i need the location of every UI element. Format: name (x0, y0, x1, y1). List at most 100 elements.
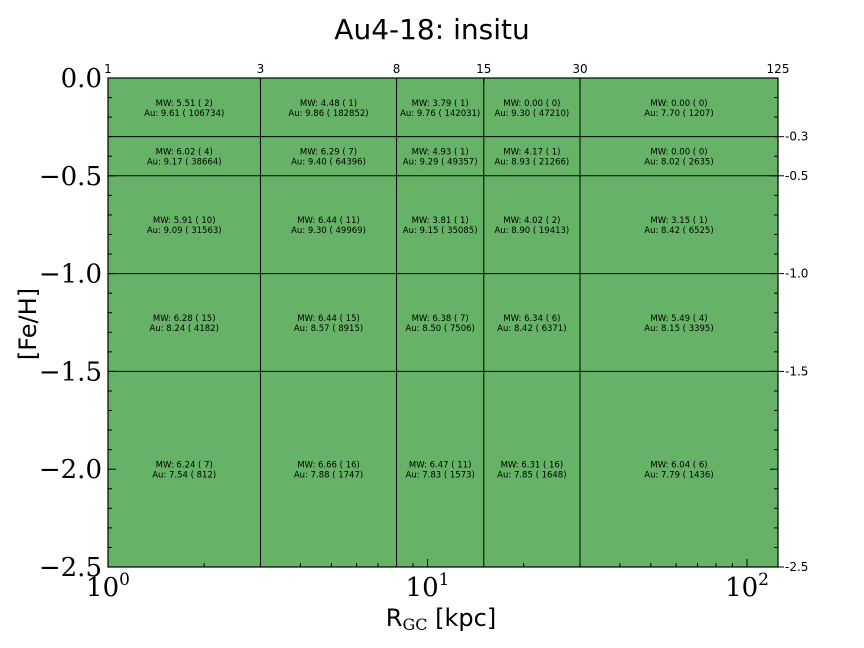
heatmap-cell (396, 78, 484, 137)
y-tick-label: −2.0 (39, 455, 102, 485)
heatmap-cell (260, 273, 397, 372)
cell-au-label: Au: 9.09 ( 31563) (147, 226, 222, 236)
cell-au-label: Au: 8.93 ( 21266) (494, 158, 569, 168)
cell-au-label: Au: 8.50 ( 7506) (405, 324, 474, 334)
heatmap-cell (108, 78, 261, 137)
x-axis-label-main: R (386, 604, 403, 632)
cell-mw-label: MW: 6.66 ( 16) (297, 461, 360, 471)
top-tick-label: 30 (572, 62, 587, 76)
heatmap-cell (483, 78, 580, 137)
heatmap-cell (483, 136, 580, 176)
plot-frame (107, 77, 779, 568)
heatmap-cell (108, 273, 261, 372)
x-tick-base: 10 (725, 573, 758, 603)
cell-au-label: Au: 9.29 ( 49357) (403, 158, 478, 168)
cell-au-label: Au: 7.85 ( 1648) (497, 471, 566, 481)
cell-mw-label: MW: 6.02 ( 4) (156, 148, 213, 158)
heatmap-cell (108, 136, 261, 176)
cell-au-label: Au: 8.42 ( 6371) (497, 324, 566, 334)
heatmap-cell (579, 273, 778, 372)
cell-mw-label: MW: 6.24 ( 7) (156, 461, 213, 471)
cell-mw-label: MW: 5.51 ( 2) (156, 99, 213, 109)
x-tick-label: 101 (406, 570, 450, 603)
y-tick-label: −0.5 (39, 162, 102, 192)
cell-mw-label: MW: 4.48 ( 1) (300, 99, 357, 109)
heatmap-cell (396, 175, 484, 274)
cell-mw-label: MW: 6.31 ( 16) (501, 461, 564, 471)
x-axis-label: RGC [kpc] (386, 604, 496, 634)
x-axis-label-unit: [kpc] (428, 604, 497, 632)
heatmap-cell (483, 175, 580, 274)
top-tick-label: 15 (476, 62, 491, 76)
cell-au-label: Au: 9.30 ( 49969) (291, 226, 366, 236)
cell-mw-label: MW: 6.44 ( 11) (297, 216, 360, 226)
heatmap-cell (579, 136, 778, 176)
cell-au-label: Au: 8.24 ( 4182) (150, 324, 219, 334)
cell-au-label: Au: 9.86 ( 182852) (288, 109, 368, 119)
heatmap-cell (483, 273, 580, 372)
x-tick-exponent: 1 (439, 570, 450, 590)
heatmap-cell (260, 136, 397, 176)
cell-au-label: Au: 8.15 ( 3395) (644, 324, 713, 334)
cell-mw-label: MW: 3.81 ( 1) (412, 216, 469, 226)
cell-au-label: Au: 9.15 ( 35085) (403, 226, 478, 236)
heatmap-cell (396, 136, 484, 176)
y-axis-label: [Fe/H] (14, 288, 42, 360)
plot-area: MW: 5.51 ( 2)Au: 9.61 ( 106734) MW: 4.48 … (39, 62, 809, 603)
cell-mw-label: MW: 6.28 ( 15) (153, 314, 216, 324)
cell-au-label: Au: 9.17 ( 38664) (147, 158, 222, 168)
heatmap-cell (579, 371, 778, 567)
heatmap-cell (260, 371, 397, 567)
cell-mw-label: MW: 4.17 ( 1) (503, 148, 560, 158)
cell-mw-label: MW: 3.79 ( 1) (412, 99, 469, 109)
y-tick-label: −2.5 (39, 553, 102, 583)
heatmap-cell (108, 175, 261, 274)
cell-mw-label: MW: 3.15 ( 1) (650, 216, 707, 226)
heatmap-cell (579, 78, 778, 137)
right-tick-label: -2.5 (785, 560, 808, 574)
y-tick-label: 0.0 (61, 64, 102, 94)
cell-mw-label: MW: 6.04 ( 6) (650, 461, 707, 471)
cell-au-label: Au: 7.54 ( 812) (152, 471, 216, 481)
right-tick-label: -0.3 (785, 130, 808, 144)
cell-au-label: Au: 9.61 ( 106734) (144, 109, 224, 119)
heatmap-cell (260, 78, 397, 137)
heatmap-cell (108, 371, 261, 567)
cell-mw-label: MW: 6.34 ( 6) (503, 314, 560, 324)
cell-mw-label: MW: 0.00 ( 0) (503, 99, 560, 109)
x-axis-label-subscript: GC (402, 615, 427, 634)
cell-mw-label: MW: 5.49 ( 4) (650, 314, 707, 324)
cell-au-label: Au: 9.40 ( 64396) (291, 158, 366, 168)
x-tick-exponent: 2 (758, 570, 769, 590)
cell-au-label: Au: 7.79 ( 1436) (644, 471, 713, 481)
y-tick-label: −1.5 (39, 357, 102, 387)
cell-mw-label: MW: 6.38 ( 7) (412, 314, 469, 324)
cell-mw-label: MW: 0.00 ( 0) (650, 148, 707, 158)
cell-mw-label: MW: 4.93 ( 1) (412, 148, 469, 158)
x-tick-exponent: 0 (119, 570, 130, 590)
heatmap-cell (396, 273, 484, 372)
cell-au-label: Au: 7.83 ( 1573) (405, 471, 474, 481)
cell-mw-label: MW: 4.02 ( 2) (503, 216, 560, 226)
right-tick-label: -1.0 (785, 267, 808, 281)
cell-au-label: Au: 8.42 ( 6525) (644, 226, 713, 236)
heatmap-cell (260, 175, 397, 274)
top-tick-label: 1 (104, 62, 112, 76)
heatmap-cell (579, 175, 778, 274)
top-tick-label: 125 (767, 62, 790, 76)
cell-mw-label: MW: 6.47 ( 11) (409, 461, 472, 471)
chart-title: Au4-18: insitu (334, 13, 529, 46)
x-tick-label: 102 (725, 570, 769, 603)
cell-au-label: Au: 9.76 ( 142031) (400, 109, 480, 119)
cell-au-label: Au: 7.70 ( 1207) (644, 109, 713, 119)
cell-au-label: Au: 8.57 ( 8915) (294, 324, 363, 334)
cell-mw-label: MW: 5.91 ( 10) (153, 216, 216, 226)
top-tick-label: 8 (393, 62, 401, 76)
x-tick-base: 10 (406, 573, 439, 603)
heatmap-cell (483, 371, 580, 567)
cell-au-label: Au: 8.90 ( 19413) (494, 226, 569, 236)
cell-au-label: Au: 7.88 ( 1747) (294, 471, 363, 481)
cell-au-label: Au: 9.30 ( 47210) (494, 109, 569, 119)
heatmap-cell (396, 371, 484, 567)
